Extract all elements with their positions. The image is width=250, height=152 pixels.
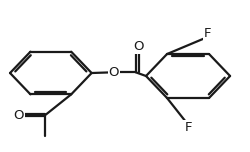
Text: O: O <box>133 40 143 53</box>
Text: F: F <box>204 27 212 40</box>
Text: O: O <box>108 66 119 79</box>
Text: O: O <box>13 109 24 122</box>
Text: F: F <box>184 121 192 134</box>
